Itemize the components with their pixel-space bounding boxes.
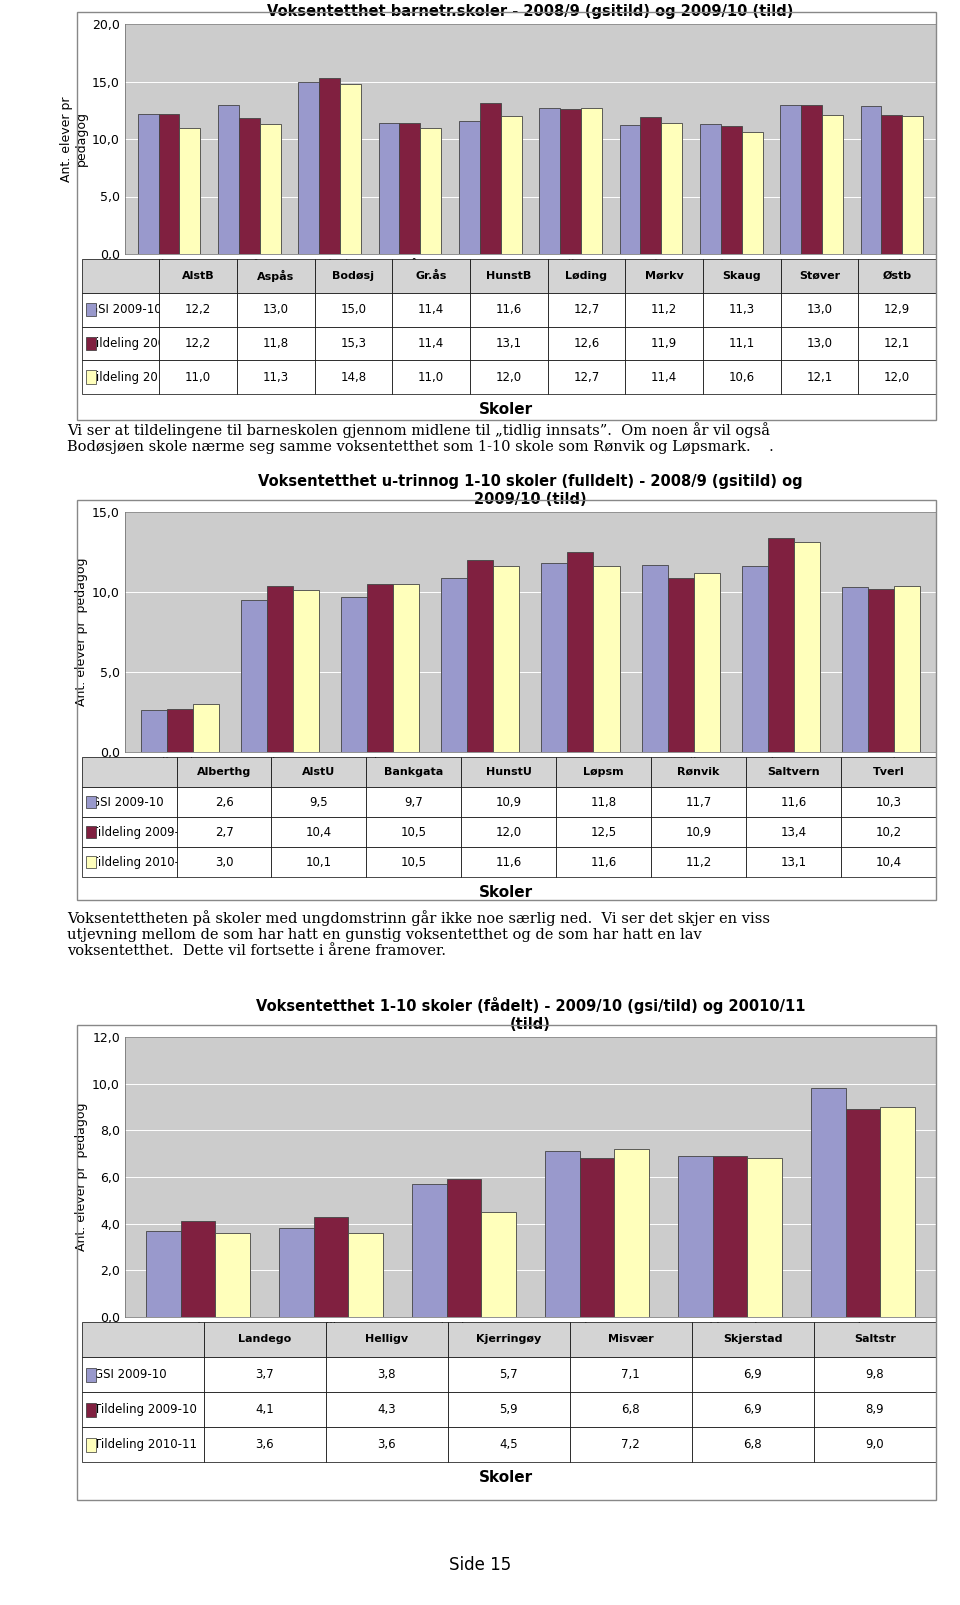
Bar xyxy=(348,1233,383,1318)
Bar xyxy=(641,565,667,753)
Bar xyxy=(721,127,742,254)
Bar xyxy=(661,124,683,254)
Bar xyxy=(541,563,567,753)
Bar xyxy=(399,124,420,254)
Bar xyxy=(340,83,361,254)
Bar xyxy=(378,124,399,254)
Bar xyxy=(894,586,920,753)
Bar xyxy=(412,1184,446,1318)
Bar xyxy=(747,1159,781,1318)
Bar xyxy=(180,1221,215,1318)
Bar xyxy=(581,108,602,254)
Bar xyxy=(341,597,367,753)
Bar xyxy=(442,578,468,753)
Y-axis label: Ant. elever pr  pedagog: Ant. elever pr pedagog xyxy=(75,1103,88,1252)
Bar xyxy=(85,1403,96,1417)
Bar xyxy=(540,108,560,254)
Bar xyxy=(260,124,280,254)
Bar xyxy=(85,796,96,807)
Text: Vi ser at tildelingene til barneskolen gjennom midlene til „tidlig innsats”.  Om: Vi ser at tildelingene til barneskolen g… xyxy=(67,422,774,454)
Text: Voksentettheten på skoler med ungdomstrinn går ikke noe særlig ned.  Vi ser det : Voksentettheten på skoler med ungdomstri… xyxy=(67,910,770,958)
Bar xyxy=(811,1088,846,1318)
Bar xyxy=(593,567,619,753)
Bar xyxy=(85,303,96,316)
Bar xyxy=(158,114,180,254)
Bar xyxy=(846,1109,880,1318)
Bar xyxy=(902,116,924,254)
Title: Voksentetthet 1-10 skoler (fådelt) - 2009/10 (gsi/tild) og 20010/11
(tild): Voksentetthet 1-10 skoler (fådelt) - 200… xyxy=(255,997,805,1032)
Bar xyxy=(493,567,519,753)
Bar xyxy=(801,104,822,254)
Y-axis label: Ant. elever pr
pedagog: Ant. elever pr pedagog xyxy=(60,96,88,181)
Bar xyxy=(481,1212,516,1318)
Bar xyxy=(394,584,420,753)
Bar xyxy=(137,114,158,254)
Bar xyxy=(580,1159,614,1318)
Bar xyxy=(180,127,201,254)
Bar xyxy=(619,125,640,254)
Bar xyxy=(279,1228,314,1318)
Bar xyxy=(85,855,96,868)
Bar xyxy=(742,132,762,254)
Bar xyxy=(193,705,219,753)
Bar xyxy=(880,1107,915,1318)
Bar xyxy=(501,116,521,254)
Bar xyxy=(85,337,96,350)
Bar xyxy=(694,573,720,753)
Bar xyxy=(567,552,593,753)
Bar xyxy=(141,711,167,753)
Bar xyxy=(299,82,319,254)
Bar xyxy=(167,709,193,753)
Bar xyxy=(293,591,319,753)
Bar xyxy=(85,1438,96,1451)
Bar xyxy=(545,1151,580,1318)
Text: Skoler: Skoler xyxy=(479,884,534,899)
Bar xyxy=(860,106,881,254)
Bar xyxy=(614,1149,649,1318)
Title: Voksentetthet barnetr.skoler - 2008/9 (gsitild) og 2009/10 (tild): Voksentetthet barnetr.skoler - 2008/9 (g… xyxy=(267,3,794,19)
Bar xyxy=(868,589,894,753)
Bar xyxy=(881,116,902,254)
Bar xyxy=(780,104,801,254)
Bar xyxy=(480,103,501,254)
Bar xyxy=(459,120,480,254)
Bar xyxy=(420,127,442,254)
Bar xyxy=(85,371,96,384)
Bar xyxy=(314,1217,348,1318)
Bar xyxy=(678,1156,712,1318)
Bar xyxy=(822,116,843,254)
Text: Side 15: Side 15 xyxy=(449,1555,511,1575)
Bar xyxy=(560,109,581,254)
Bar xyxy=(842,587,868,753)
Title: Voksentetthet u-trinnog 1-10 skoler (fulldelt) - 2008/9 (gsitild) og
2009/10 (ti: Voksentetthet u-trinnog 1-10 skoler (ful… xyxy=(258,473,803,507)
Bar xyxy=(468,560,493,753)
Bar xyxy=(700,124,721,254)
Bar xyxy=(712,1156,747,1318)
Bar xyxy=(446,1180,481,1318)
Bar xyxy=(367,584,394,753)
Bar xyxy=(218,104,239,254)
Bar xyxy=(85,827,96,838)
Bar xyxy=(241,600,267,753)
Bar xyxy=(215,1233,250,1318)
Text: Skoler: Skoler xyxy=(479,1470,534,1485)
Bar xyxy=(640,117,661,254)
Bar xyxy=(768,538,794,753)
Bar xyxy=(239,119,260,254)
Bar xyxy=(667,578,694,753)
Bar xyxy=(85,1367,96,1382)
Bar xyxy=(319,79,340,254)
Bar xyxy=(742,567,768,753)
Bar xyxy=(267,586,293,753)
Bar xyxy=(794,542,820,753)
Bar xyxy=(146,1231,180,1318)
Y-axis label: Ant. elever pr  pedagog: Ant. elever pr pedagog xyxy=(75,559,88,706)
Text: Skoler: Skoler xyxy=(479,401,534,417)
